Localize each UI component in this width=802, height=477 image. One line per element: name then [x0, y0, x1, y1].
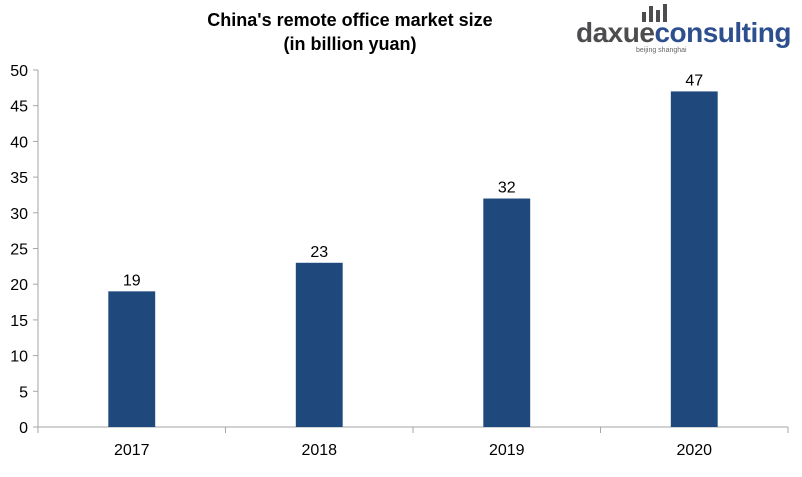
y-tick-label: 15 [10, 313, 28, 330]
y-tick-label: 50 [10, 63, 28, 80]
x-tick-label-2017: 2017 [114, 442, 150, 459]
x-tick-label-2020: 2020 [676, 442, 712, 459]
y-axis: 0 5 10 15 20 25 30 35 40 45 50 [10, 63, 39, 437]
data-label-2017: 19 [123, 272, 141, 289]
bar-2019 [483, 198, 531, 427]
bar-2017 [108, 291, 156, 427]
y-tick-label: 20 [10, 277, 28, 294]
y-tick-label: 35 [10, 170, 28, 187]
y-tick-label: 30 [10, 206, 28, 223]
logo-wordmark: daxueconsulting [576, 17, 791, 48]
data-label-2018: 23 [310, 244, 328, 261]
y-tick-label: 25 [10, 242, 28, 259]
daxue-consulting-logo: daxueconsulting beijing shanghai [574, 4, 794, 56]
x-tick-label-2019: 2019 [489, 442, 525, 459]
data-label-2020: 47 [685, 72, 703, 89]
logo-tagline: beijing shanghai [636, 47, 687, 54]
y-tick-label: 40 [10, 134, 28, 151]
y-tick-label: 0 [19, 420, 28, 437]
chart-subtitle: (in billion yuan) [283, 34, 417, 54]
bars [108, 91, 718, 428]
bar-2018 [295, 262, 343, 427]
data-labels: 19 23 32 47 [123, 72, 703, 289]
chart-title-line: China's remote office market size [207, 10, 493, 30]
logo-bars-icon [642, 4, 672, 22]
x-axis: 2017 2018 2019 2020 [37, 426, 789, 459]
y-tick-label: 5 [19, 384, 28, 401]
y-tick-label: 10 [10, 349, 28, 366]
data-label-2019: 32 [498, 180, 516, 197]
x-tick-label-2018: 2018 [301, 442, 337, 459]
bar-2020 [670, 91, 718, 428]
y-tick-label: 45 [10, 99, 28, 116]
